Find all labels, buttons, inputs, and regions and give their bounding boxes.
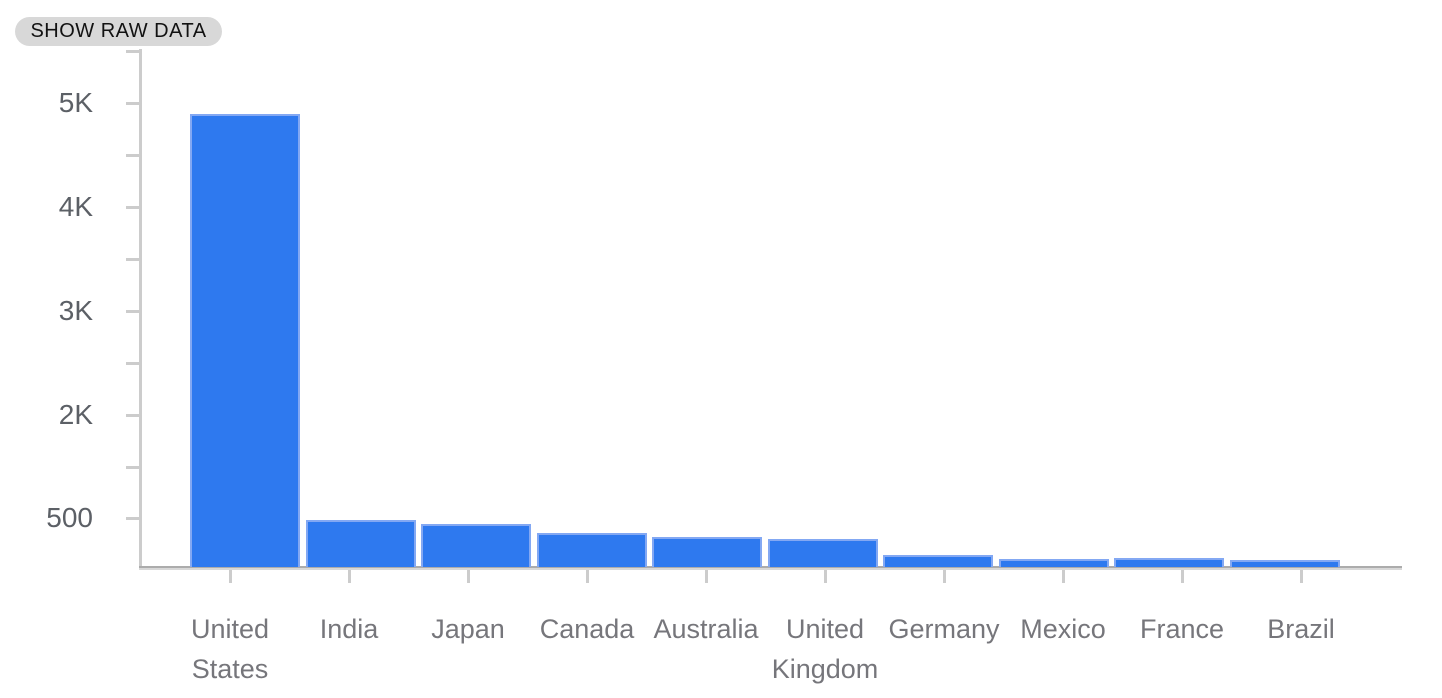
bar-germany[interactable] [883,555,993,567]
y-axis-tick [126,206,140,209]
x-label-canada: Canada [517,609,657,649]
x-label-line: Japan [431,614,505,644]
y-axis-label: 5K [58,87,93,118]
bar-australia[interactable] [652,537,762,567]
x-label-line: Australia [653,614,759,644]
x-label-germany: Germany [874,609,1014,649]
x-label-france: France [1112,609,1252,649]
y-axis-tick [126,517,140,520]
x-axis-tick [586,570,589,583]
y-axis-tick [126,310,140,313]
x-label-line: Mexico [1020,614,1106,644]
y-axis-label: 2K [58,399,93,430]
y-axis-cap-tick [126,50,140,53]
bar-india[interactable] [306,520,416,567]
y-axis-tick [126,414,140,417]
x-label-line: India [319,614,379,644]
y-axis-minor-tick [126,466,140,469]
x-axis-tick [1181,570,1184,583]
bar-united-states[interactable] [190,114,300,567]
x-axis-tick [348,570,351,583]
x-axis-line [139,566,1402,570]
bar-united-kingdom[interactable] [768,539,878,567]
x-label-line: France [1139,614,1225,644]
x-label-line: United [190,614,270,644]
y-axis-line [139,49,142,568]
x-axis-tick [1300,570,1303,583]
x-label-australia: Australia [636,609,776,649]
bar-japan[interactable] [421,524,531,567]
x-axis-tick [229,570,232,583]
show-raw-data-button[interactable]: SHOW RAW DATA [15,17,222,46]
y-axis-label: 4K [58,191,93,222]
y-axis-minor-tick [126,154,140,157]
bar-canada[interactable] [537,533,647,567]
bar-brazil[interactable] [1230,560,1340,567]
x-label-line: Canada [539,614,635,644]
x-label-mexico: Mexico [993,609,1133,649]
y-axis-tick [126,102,140,105]
x-axis-tick [824,570,827,583]
x-label-line: United [785,614,865,644]
x-label-japan: Japan [398,609,538,649]
bar-france[interactable] [1114,558,1224,567]
x-label-united-kingdom: United Kingdom [755,609,895,689]
x-axis-tick [467,570,470,583]
x-axis-tick [1062,570,1065,583]
x-axis-tick [943,570,946,583]
x-axis-tick [705,570,708,583]
y-axis-minor-tick [126,362,140,365]
x-label-brazil: Brazil [1231,609,1371,649]
x-label-line: Germany [888,614,1000,644]
x-label-line: States [191,654,269,684]
y-axis-minor-tick [126,258,140,261]
x-label-india: India [279,609,419,649]
bar-mexico[interactable] [999,559,1109,567]
x-label-united-states: United States [160,609,300,689]
y-axis-label: 500 [46,502,93,533]
x-label-line: Kingdom [771,654,879,684]
y-axis-label: 3K [58,295,93,326]
x-label-line: Brazil [1267,614,1335,644]
